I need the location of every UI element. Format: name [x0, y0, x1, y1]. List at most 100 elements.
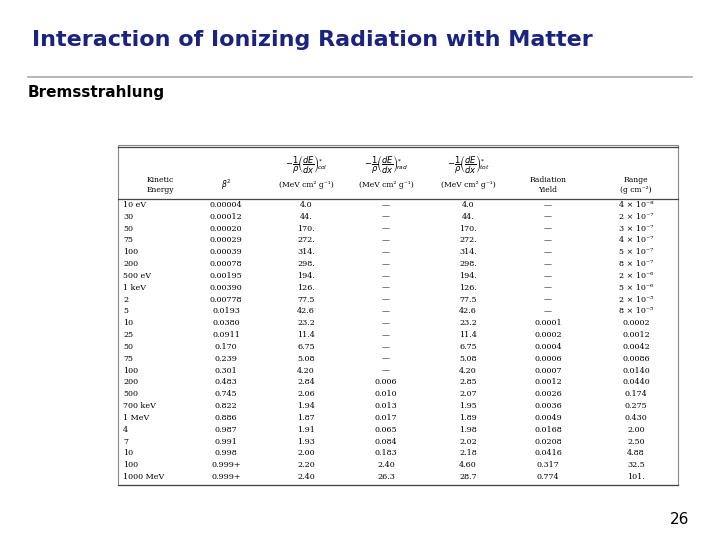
Text: —: — [382, 307, 390, 315]
Text: 1.89: 1.89 [459, 414, 477, 422]
Text: 1.94: 1.94 [297, 402, 315, 410]
Text: 4.60: 4.60 [459, 461, 477, 469]
Text: 32.5: 32.5 [627, 461, 645, 469]
Text: 314.: 314. [459, 248, 477, 256]
Text: 42.6: 42.6 [459, 307, 477, 315]
Text: 44.: 44. [462, 213, 474, 221]
Text: —: — [544, 272, 552, 280]
Text: —: — [544, 260, 552, 268]
Text: 194.: 194. [459, 272, 477, 280]
Text: 2 × 10⁻⁵: 2 × 10⁻⁵ [618, 295, 653, 303]
Text: 0.00039: 0.00039 [210, 248, 243, 256]
Text: 0.0416: 0.0416 [534, 449, 562, 457]
Text: 1.95: 1.95 [459, 402, 477, 410]
Text: 0.065: 0.065 [374, 426, 397, 434]
Text: —: — [544, 213, 552, 221]
Text: 75: 75 [123, 237, 133, 245]
Text: 77.5: 77.5 [459, 295, 477, 303]
Text: 2.18: 2.18 [459, 449, 477, 457]
Text: 200: 200 [123, 379, 138, 387]
Text: 4.88: 4.88 [627, 449, 645, 457]
Text: —: — [544, 284, 552, 292]
Text: 1 MeV: 1 MeV [123, 414, 149, 422]
Text: 2.40: 2.40 [297, 473, 315, 481]
Text: 100: 100 [123, 367, 138, 375]
Text: 0.886: 0.886 [215, 414, 238, 422]
Text: 11.4: 11.4 [297, 331, 315, 339]
Text: 0.745: 0.745 [215, 390, 238, 399]
Text: —: — [544, 307, 552, 315]
Text: 26: 26 [670, 512, 690, 528]
Text: 200: 200 [123, 260, 138, 268]
Text: $-\dfrac{1}{\rho}\!\left(\dfrac{dE}{dx}\right)^{\!\!*}_{\!\!tot}$: $-\dfrac{1}{\rho}\!\left(\dfrac{dE}{dx}\… [446, 154, 490, 176]
Text: 0.998: 0.998 [215, 449, 238, 457]
Text: 4: 4 [123, 426, 128, 434]
Text: 0.991: 0.991 [215, 437, 238, 446]
Text: 28.7: 28.7 [459, 473, 477, 481]
Text: 0.430: 0.430 [625, 414, 647, 422]
Text: 0.0002: 0.0002 [534, 331, 562, 339]
Text: 0.774: 0.774 [536, 473, 559, 481]
Text: 0.013: 0.013 [374, 402, 397, 410]
Text: 0.170: 0.170 [215, 343, 238, 351]
Text: 2: 2 [123, 295, 128, 303]
Text: 0.00020: 0.00020 [210, 225, 243, 233]
Text: 44.: 44. [300, 213, 312, 221]
Text: 0.301: 0.301 [215, 367, 238, 375]
Text: 1.98: 1.98 [459, 426, 477, 434]
Text: 0.0012: 0.0012 [622, 331, 650, 339]
Text: 194.: 194. [297, 272, 315, 280]
Text: 8 × 10⁻⁷: 8 × 10⁻⁷ [618, 260, 653, 268]
Text: 0.0193: 0.0193 [212, 307, 240, 315]
Text: —: — [382, 201, 390, 209]
Text: 0.0002: 0.0002 [622, 319, 650, 327]
Text: —: — [382, 355, 390, 363]
Text: —: — [544, 295, 552, 303]
Text: 10 eV: 10 eV [123, 201, 146, 209]
Text: 7: 7 [123, 437, 128, 446]
Text: $-\dfrac{1}{\rho}\!\left(\dfrac{dE}{dx}\right)^{\!\!*}_{\!\!rad}$: $-\dfrac{1}{\rho}\!\left(\dfrac{dE}{dx}\… [364, 154, 408, 176]
Text: 298.: 298. [297, 260, 315, 268]
Text: 8 × 10⁻⁵: 8 × 10⁻⁵ [618, 307, 653, 315]
Text: 2.40: 2.40 [377, 461, 395, 469]
Text: 0.987: 0.987 [215, 426, 238, 434]
Text: 0.317: 0.317 [536, 461, 559, 469]
Text: 0.0001: 0.0001 [534, 319, 562, 327]
Text: 0.0911: 0.0911 [212, 331, 240, 339]
Text: (MeV cm² g⁻¹): (MeV cm² g⁻¹) [359, 181, 413, 189]
Text: 0.00012: 0.00012 [210, 213, 243, 221]
Text: 26.3: 26.3 [377, 473, 395, 481]
Text: 0.183: 0.183 [374, 449, 397, 457]
Text: 1 keV: 1 keV [123, 284, 146, 292]
Text: 272.: 272. [297, 237, 315, 245]
Text: 0.00004: 0.00004 [210, 201, 243, 209]
Text: 25: 25 [123, 331, 133, 339]
Text: 5: 5 [123, 307, 128, 315]
Text: —: — [382, 225, 390, 233]
Text: Bremsstrahlung: Bremsstrahlung [28, 85, 165, 100]
Text: 2.85: 2.85 [459, 379, 477, 387]
Text: —: — [382, 343, 390, 351]
Text: 3 × 10⁻⁷: 3 × 10⁻⁷ [618, 225, 653, 233]
Text: Radiation
Yield: Radiation Yield [529, 177, 567, 194]
Text: 0.0168: 0.0168 [534, 426, 562, 434]
Text: 0.0004: 0.0004 [534, 343, 562, 351]
Text: —: — [544, 201, 552, 209]
Text: 2 × 10⁻⁷: 2 × 10⁻⁷ [618, 213, 653, 221]
Text: 0.0049: 0.0049 [534, 414, 562, 422]
Text: 5 × 10⁻⁶: 5 × 10⁻⁶ [619, 284, 653, 292]
Text: 0.174: 0.174 [625, 390, 647, 399]
Text: 0.084: 0.084 [374, 437, 397, 446]
Text: 0.010: 0.010 [374, 390, 397, 399]
Text: 700 keV: 700 keV [123, 402, 156, 410]
Text: —: — [382, 284, 390, 292]
Text: 2.06: 2.06 [297, 390, 315, 399]
Text: 0.0042: 0.0042 [622, 343, 650, 351]
Text: 4 × 10⁻⁷: 4 × 10⁻⁷ [618, 237, 653, 245]
Text: 1.91: 1.91 [297, 426, 315, 434]
Text: —: — [382, 248, 390, 256]
Text: 314.: 314. [297, 248, 315, 256]
Text: —: — [544, 237, 552, 245]
Text: 0.017: 0.017 [374, 414, 397, 422]
Text: —: — [382, 367, 390, 375]
